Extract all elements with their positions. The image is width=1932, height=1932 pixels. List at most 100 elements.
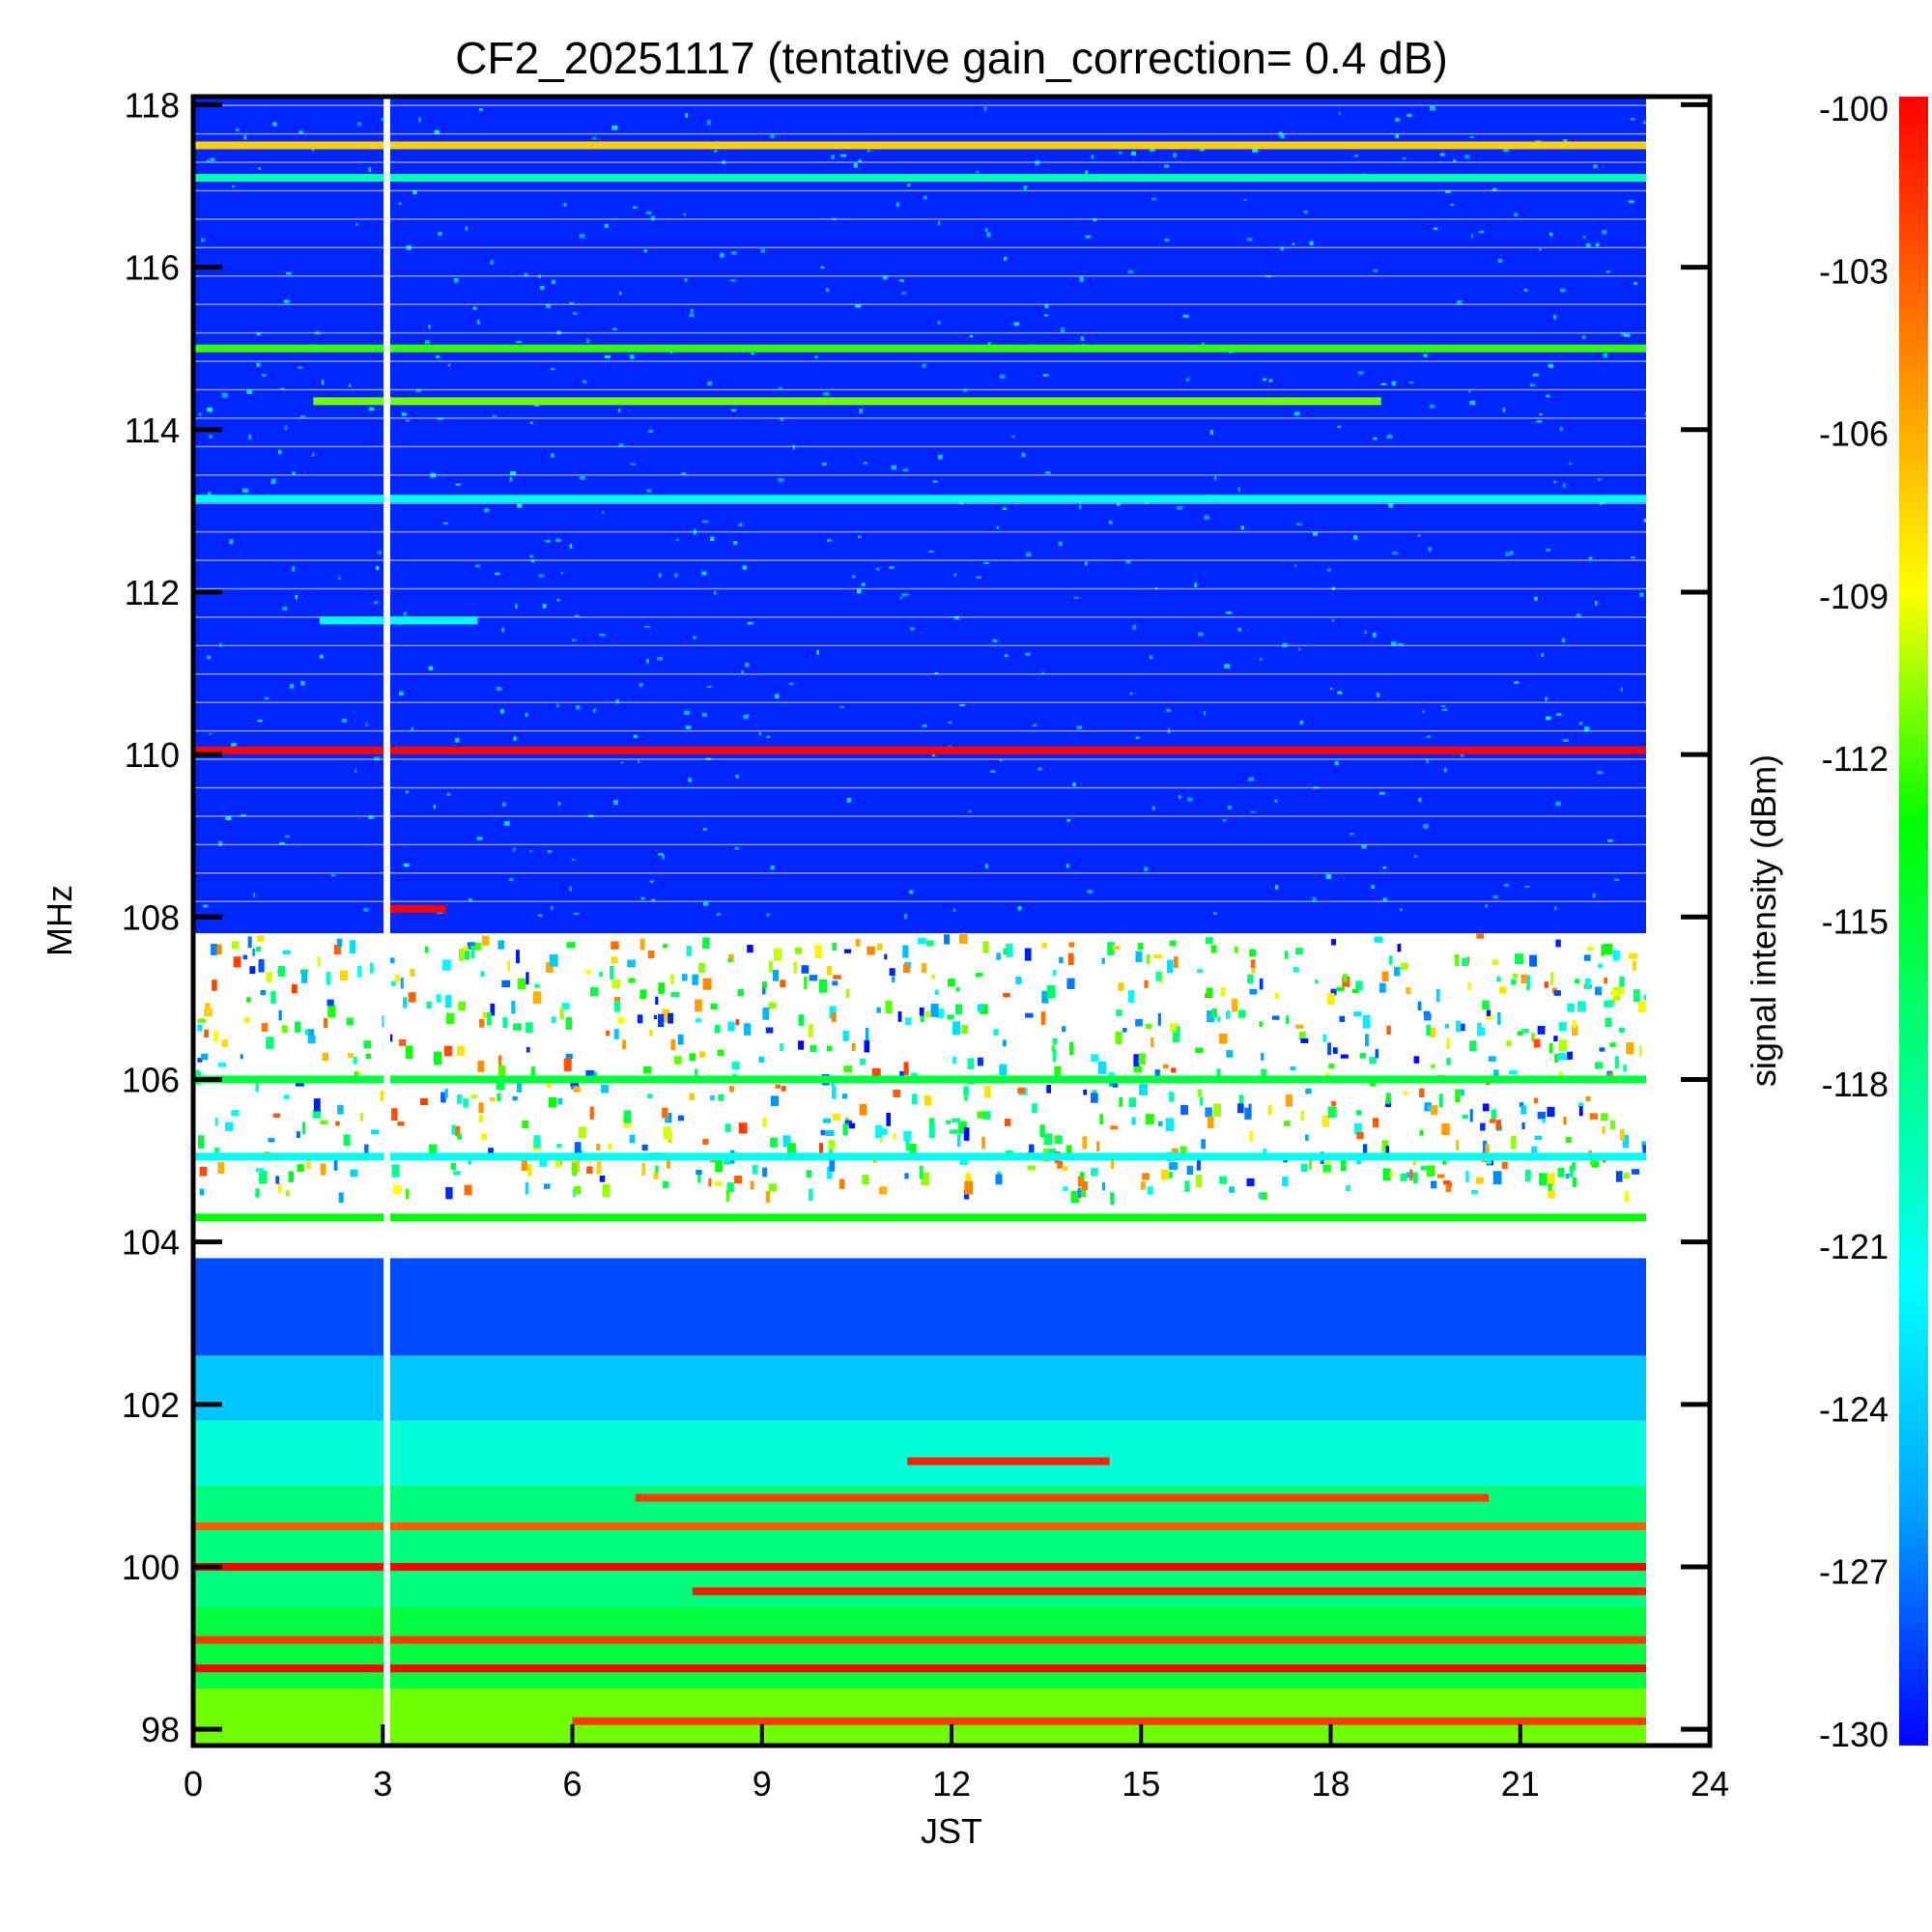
noise-speck	[1137, 943, 1144, 951]
noise-speck	[284, 299, 290, 303]
noise-speck	[489, 1096, 496, 1102]
noise-speck	[980, 1004, 988, 1014]
noise-speck	[725, 1190, 730, 1202]
noise-speck	[653, 1014, 658, 1020]
noise-speck	[1583, 954, 1591, 961]
noise-speck	[1549, 232, 1553, 237]
noise-speck	[1213, 1103, 1222, 1118]
noise-speck	[1271, 1015, 1280, 1020]
noise-speck	[639, 938, 645, 951]
noise-speck	[820, 1129, 826, 1136]
noise-speck	[390, 980, 396, 986]
noise-speck	[1015, 976, 1022, 985]
noise-speck	[1409, 1169, 1413, 1181]
noise-speck	[685, 725, 692, 729]
noise-speck	[548, 1097, 557, 1108]
scan-line	[193, 530, 1647, 533]
noise-speck	[497, 940, 505, 950]
noise-speck	[410, 968, 415, 977]
noise-speck	[1186, 797, 1193, 802]
noise-speck	[1546, 394, 1550, 398]
noise-speck	[999, 758, 1003, 762]
noise-speck	[440, 1092, 446, 1103]
noise-speck	[707, 685, 712, 689]
noise-speck	[526, 1022, 533, 1034]
noise-speck	[1594, 986, 1603, 996]
noise-speck	[651, 215, 656, 221]
noise-speck	[1555, 939, 1561, 948]
noise-speck	[885, 1000, 893, 1014]
noise-speck	[1300, 1163, 1308, 1173]
noise-speck	[1539, 412, 1543, 416]
noise-speck	[644, 625, 650, 628]
noise-speck	[1476, 933, 1485, 939]
noise-speck	[663, 944, 668, 949]
noise-speck	[1626, 1042, 1634, 1055]
noise-speck	[526, 1046, 530, 1053]
noise-speck	[1554, 1053, 1558, 1064]
noise-speck	[701, 713, 707, 718]
noise-speck	[963, 388, 967, 393]
noise-speck	[886, 1112, 891, 1126]
noise-speck	[1601, 944, 1605, 956]
x-tick-label: 21	[1501, 1764, 1540, 1804]
noise-speck	[458, 1001, 467, 1011]
noise-speck	[1382, 866, 1387, 869]
noise-speck	[770, 1095, 780, 1106]
noise-speck	[667, 1159, 671, 1169]
noise-speck	[826, 1045, 833, 1052]
noise-speck	[470, 1094, 478, 1099]
background-band	[193, 1485, 1647, 1608]
noise-speck	[1537, 1025, 1546, 1035]
noise-speck	[1386, 1025, 1391, 1036]
noise-speck	[689, 313, 695, 318]
noise-speck	[1630, 118, 1635, 121]
noise-speck	[1423, 354, 1428, 357]
noise-speck	[573, 312, 578, 315]
noise-speck	[1145, 1114, 1154, 1124]
noise-speck	[1057, 1135, 1063, 1145]
noise-speck	[601, 1084, 609, 1094]
noise-speck	[1165, 238, 1170, 242]
background-band	[193, 1258, 1647, 1356]
noise-speck	[810, 1044, 817, 1053]
noise-speck	[1208, 1116, 1214, 1129]
noise-speck	[686, 946, 692, 956]
noise-speck	[658, 853, 664, 856]
noise-speck	[1144, 980, 1149, 988]
noise-speck	[1533, 1038, 1541, 1048]
noise-speck	[355, 223, 358, 226]
noise-speck	[211, 944, 218, 955]
noise-speck	[1482, 1000, 1490, 1010]
noise-speck	[1619, 988, 1626, 995]
noise-speck	[662, 1107, 668, 1119]
noise-speck	[932, 753, 935, 757]
noise-speck	[1133, 1054, 1140, 1066]
noise-speck	[556, 598, 560, 602]
noise-speck	[658, 573, 662, 578]
noise-speck	[1548, 363, 1554, 368]
noise-speck	[1445, 1184, 1452, 1193]
noise-speck	[208, 492, 212, 497]
noise-speck	[436, 355, 440, 358]
noise-speck	[1464, 155, 1470, 159]
noise-speck	[1337, 425, 1342, 429]
noise-speck	[512, 1095, 518, 1101]
noise-speck	[809, 975, 818, 981]
noise-speck	[1588, 556, 1593, 560]
noise-speck	[557, 802, 561, 806]
noise-speck	[551, 905, 554, 910]
noise-speck	[381, 118, 385, 121]
noise-speck	[1557, 1167, 1565, 1178]
noise-speck	[1138, 1053, 1147, 1065]
noise-speck	[1623, 1064, 1628, 1072]
noise-speck	[1431, 1064, 1435, 1069]
noise-speck	[589, 1106, 594, 1120]
noise-speck	[770, 1137, 778, 1148]
noise-speck	[1327, 993, 1335, 1006]
noise-speck	[1011, 435, 1015, 439]
noise-speck	[313, 1098, 321, 1112]
noise-speck	[542, 604, 547, 609]
noise-speck	[494, 572, 500, 576]
noise-speck	[1385, 1146, 1390, 1157]
